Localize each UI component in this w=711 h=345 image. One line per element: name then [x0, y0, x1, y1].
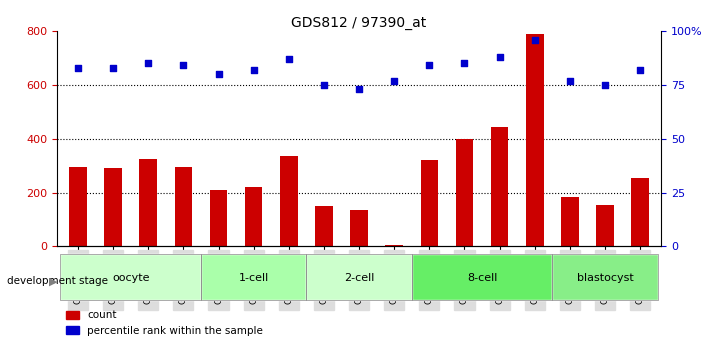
Legend: count, percentile rank within the sample: count, percentile rank within the sample	[62, 306, 267, 340]
Point	[529, 37, 540, 42]
Point	[565, 78, 576, 83]
Bar	[351, 210, 368, 246]
Text: ▶: ▶	[49, 276, 58, 286]
Point	[107, 65, 119, 70]
Bar	[60, 254, 201, 300]
FancyBboxPatch shape	[412, 254, 552, 300]
Bar	[631, 178, 649, 246]
Title: GDS812 / 97390_at: GDS812 / 97390_at	[292, 16, 427, 30]
Bar	[210, 190, 228, 246]
Point	[353, 86, 365, 92]
Point	[248, 67, 260, 72]
Point	[283, 56, 294, 62]
Text: 2-cell: 2-cell	[344, 273, 374, 283]
Point	[319, 82, 330, 88]
FancyBboxPatch shape	[201, 254, 306, 300]
Bar	[280, 156, 298, 246]
Point	[388, 78, 400, 83]
Bar	[420, 160, 438, 246]
Bar	[315, 206, 333, 246]
Bar	[175, 167, 192, 246]
Text: 8-cell: 8-cell	[467, 273, 497, 283]
Point	[73, 65, 84, 70]
FancyBboxPatch shape	[60, 254, 201, 300]
Bar	[491, 127, 508, 246]
Bar	[456, 139, 474, 246]
Point	[494, 54, 506, 60]
FancyBboxPatch shape	[306, 254, 412, 300]
Bar	[201, 254, 306, 300]
Text: 1-cell: 1-cell	[238, 273, 269, 283]
Bar	[245, 187, 262, 246]
Text: blastocyst: blastocyst	[577, 273, 634, 283]
FancyBboxPatch shape	[552, 254, 658, 300]
Point	[424, 63, 435, 68]
Bar	[385, 245, 403, 246]
Bar	[561, 197, 579, 246]
Point	[459, 61, 470, 66]
Bar	[306, 254, 412, 300]
Bar	[69, 167, 87, 246]
Point	[213, 71, 224, 77]
Bar	[526, 34, 543, 246]
Point	[142, 61, 154, 66]
Text: development stage: development stage	[7, 276, 108, 286]
Text: oocyte: oocyte	[112, 273, 149, 283]
Point	[634, 67, 646, 72]
Bar	[105, 168, 122, 246]
Point	[178, 63, 189, 68]
Bar	[412, 254, 552, 300]
Bar	[552, 254, 658, 300]
Point	[599, 82, 611, 88]
Bar	[139, 159, 157, 246]
Bar	[597, 205, 614, 246]
